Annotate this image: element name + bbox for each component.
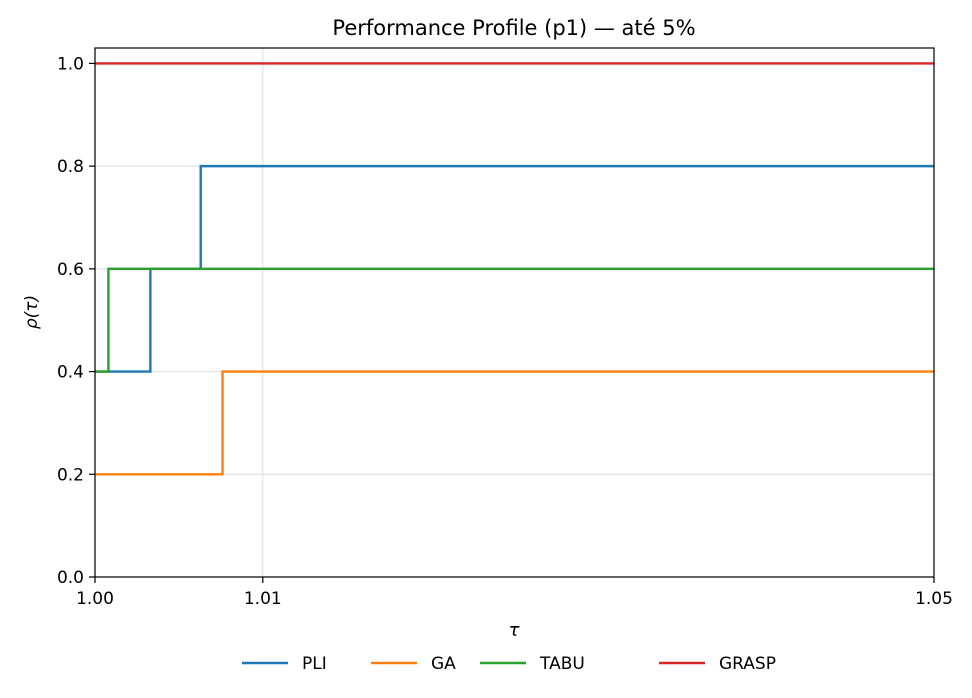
y-tick-label: 0.4 [57,363,84,383]
x-tick-label: 1.01 [244,589,282,609]
y-axis-ticks: 0.0 0.2 0.4 0.6 0.8 1.0 [57,54,95,588]
x-axis-ticks: 1.00 1.01 1.05 [76,577,953,609]
series-line-tabu [95,267,934,373]
y-tick-label: 0.0 [57,568,84,588]
y-tick-label: 1.0 [57,54,84,74]
legend-label-pli: PLI [302,654,327,674]
plot-area-frame [94,47,935,578]
x-tick-label: 1.05 [915,589,953,609]
legend: PLI GA TABU GRASP [242,654,776,674]
y-tick-label: 0.2 [57,465,84,485]
grid [94,48,935,578]
series-line-ga [95,370,934,476]
legend-label-grasp: GRASP [719,654,776,674]
x-axis-label: τ [509,620,520,641]
x-tick-label: 1.00 [76,589,114,609]
series-lines [95,62,934,476]
legend-label-tabu: TABU [539,654,585,674]
chart-title: Performance Profile (p1) — até 5% [332,16,695,40]
y-axis-label: ρ(τ) [22,295,42,329]
y-tick-label: 0.6 [57,260,84,280]
legend-label-ga: GA [431,654,456,674]
y-tick-label: 0.8 [57,157,84,177]
